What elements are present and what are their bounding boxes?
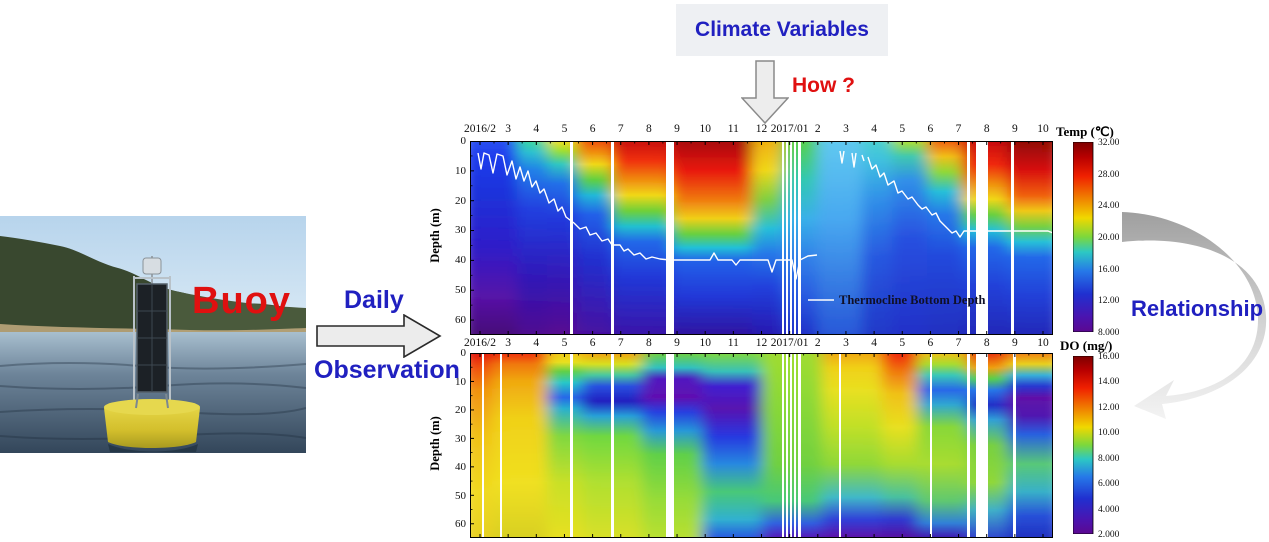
- x-tick-label: 2016/2: [464, 123, 496, 135]
- x-tick-label: 12: [755, 123, 768, 135]
- y-tick-label: 40: [455, 461, 466, 473]
- curved-arrow-icon: [1122, 212, 1267, 419]
- x-tick-label: 2017/01: [770, 337, 809, 349]
- thermocline-legend-label: Thermocline Bottom Depth: [839, 293, 986, 307]
- observation-label: Observation: [314, 356, 460, 384]
- x-tick-label: 4: [533, 337, 540, 349]
- y-tick-label: 0: [460, 135, 467, 147]
- x-tick-label: 10: [1037, 123, 1049, 135]
- buoy-label: Buoy: [192, 280, 291, 322]
- do-y-axis-labels: 0 10 20 30 40 50 60: [430, 347, 467, 539]
- do-depth-axis-title: Depth (m): [427, 416, 442, 471]
- y-tick-label: 10: [455, 375, 466, 388]
- temp-x-axis-labels: 2016/2 3 4 5 6 7 8 9 10 11 12 2017/01 2 3 4 5 6 7 8 9 10: [464, 123, 1053, 137]
- x-tick-label: 7: [617, 123, 624, 135]
- y-tick-label: 50: [455, 489, 466, 502]
- temp-colorbar: [1073, 142, 1094, 332]
- colorbar-tick-label: 4.000: [1098, 504, 1120, 515]
- x-tick-label: 4: [871, 123, 877, 135]
- x-tick-label: 3: [843, 337, 849, 349]
- do-colorbar-labels: 16.00 14.00 12.00 10.00 8.000 6.000 4.000 2.000: [1098, 352, 1138, 540]
- x-tick-label: 11: [727, 337, 739, 349]
- y-tick-label: 20: [455, 404, 466, 416]
- x-tick-label: 8: [983, 337, 990, 349]
- colorbar-tick-label: 28.00: [1098, 169, 1120, 180]
- x-tick-label: 2017/01: [770, 123, 809, 135]
- temp-y-axis-labels: 0 10 20 30 40 50 60: [430, 135, 467, 337]
- do-colorbar: [1073, 356, 1094, 534]
- x-tick-label: 7: [617, 337, 624, 349]
- x-tick-label: 7: [955, 123, 962, 135]
- colorbar-tick-label: 14.00: [1098, 377, 1120, 388]
- colorbar-tick-label: 8.000: [1098, 328, 1120, 338]
- x-tick-label: 2: [814, 337, 821, 349]
- y-tick-label: 20: [455, 194, 466, 207]
- x-tick-label: 6: [589, 337, 596, 349]
- x-tick-label: 8: [646, 337, 652, 349]
- temp-depth-axis-title: Depth (m): [427, 208, 442, 263]
- x-tick-label: 6: [927, 337, 934, 349]
- colorbar-tick-label: 20.00: [1098, 233, 1120, 243]
- x-tick-label: 10: [699, 123, 711, 135]
- x-tick-label: 12: [755, 337, 768, 349]
- x-tick-label: 5: [899, 123, 906, 135]
- colorbar-tick-label: 12.00: [1098, 402, 1120, 413]
- y-tick-label: 60: [455, 313, 466, 326]
- x-tick-label: 10: [699, 337, 711, 349]
- colorbar-tick-label: 6.000: [1098, 479, 1120, 490]
- x-tick-label: 10: [1037, 337, 1049, 349]
- x-tick-label: 6: [927, 123, 934, 135]
- colorbar-tick-label: 16.00: [1098, 264, 1120, 275]
- do-heatmap: [470, 353, 1053, 538]
- colorbar-tick-label: 8.000: [1098, 453, 1120, 464]
- colorbar-tick-label: 32.00: [1098, 138, 1120, 148]
- temp-heatmap: Thermocline Bottom Depth: [470, 141, 1053, 335]
- x-tick-label: 2016/2: [464, 337, 496, 349]
- colorbar-tick-label: 16.00: [1098, 352, 1120, 362]
- x-tick-label: 2: [814, 123, 821, 135]
- climate-variables-label: Climate Variables: [695, 18, 869, 41]
- daily-label: Daily: [344, 286, 404, 314]
- y-tick-label: 30: [455, 432, 466, 445]
- climate-variables-box: Climate Variables: [676, 4, 888, 56]
- x-tick-label: 5: [561, 337, 568, 349]
- colorbar-tick-label: 12.00: [1098, 296, 1120, 307]
- temp-colorbar-title: Temp (℃): [1056, 124, 1114, 139]
- x-tick-label: 5: [561, 123, 568, 135]
- x-tick-label: 9: [674, 337, 680, 349]
- x-tick-label: 3: [505, 337, 512, 349]
- x-tick-label: 9: [1011, 123, 1018, 135]
- y-tick-label: 0: [460, 347, 467, 359]
- down-arrow-icon: [741, 60, 789, 124]
- x-tick-label: 4: [871, 337, 877, 349]
- x-tick-label: 9: [1011, 337, 1018, 349]
- colorbar-tick-label: 10.00: [1098, 428, 1120, 439]
- y-tick-label: 10: [455, 164, 466, 177]
- how-label: How ?: [792, 74, 855, 97]
- colorbar-tick-label: 24.00: [1098, 201, 1120, 212]
- x-tick-label: 8: [646, 123, 652, 135]
- do-x-axis-labels: 2016/2 3 4 5 6 7 8 9 10 11 12 2017/01 2 3 4 5 6 7 8 9 10: [464, 337, 1053, 351]
- x-tick-label: 3: [843, 123, 849, 135]
- y-tick-label: 40: [455, 254, 466, 267]
- relationship-label: Relationship: [1131, 296, 1264, 321]
- buoy-photo: [0, 216, 306, 453]
- colorbar-tick-label: 2.000: [1098, 530, 1120, 540]
- x-tick-label: 3: [505, 123, 512, 135]
- do-colorbar-title: DO (mg/): [1060, 338, 1113, 353]
- x-tick-label: 11: [727, 123, 739, 135]
- y-tick-label: 50: [455, 284, 466, 296]
- right-arrow-icon: [316, 314, 442, 358]
- x-tick-label: 7: [955, 337, 962, 349]
- x-tick-label: 6: [589, 123, 596, 135]
- y-tick-label: 60: [455, 518, 466, 530]
- temp-colorbar-labels: 32.00 28.00 24.00 20.00 16.00 12.00 8.000: [1098, 138, 1138, 338]
- x-tick-label: 4: [533, 123, 540, 135]
- x-tick-label: 8: [983, 123, 990, 135]
- y-tick-label: 30: [455, 224, 466, 237]
- x-tick-label: 9: [674, 123, 680, 135]
- x-tick-label: 5: [899, 337, 906, 349]
